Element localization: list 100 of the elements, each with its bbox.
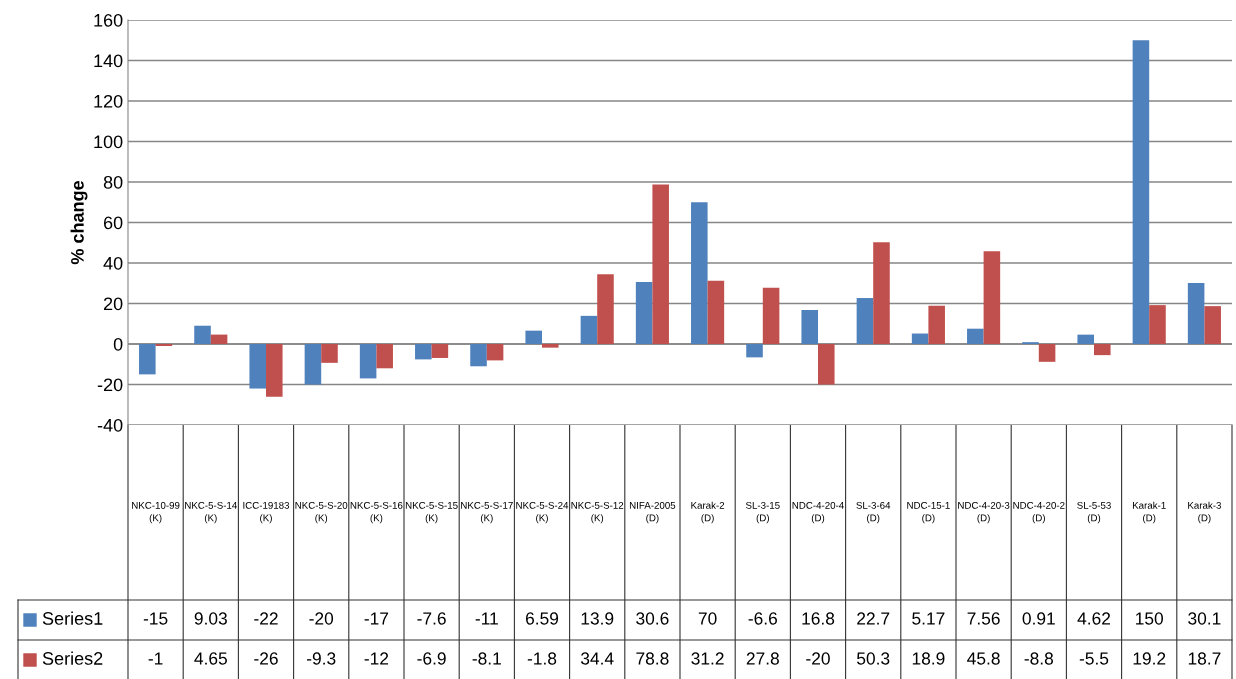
bar bbox=[597, 274, 614, 344]
x-tick-label: NKC-5-S-14 (K) bbox=[185, 501, 237, 524]
x-tick-label: ICC-19183 (K) bbox=[243, 501, 290, 524]
bar bbox=[249, 344, 266, 389]
y-tick-label: 20 bbox=[103, 297, 123, 311]
bar bbox=[415, 344, 432, 360]
data-label: 22.7 bbox=[857, 612, 890, 625]
y-tick-label: 40 bbox=[103, 256, 123, 270]
data-label: -1.8 bbox=[527, 652, 557, 665]
data-label: -6.6 bbox=[748, 612, 777, 625]
data-label: -22 bbox=[254, 612, 278, 625]
x-tick-label: NKC-5-S-12 (K) bbox=[571, 501, 624, 524]
bar bbox=[155, 344, 173, 347]
x-tick-label: Karak-3 (D) bbox=[1188, 501, 1221, 524]
data-label: -5.5 bbox=[1079, 652, 1109, 665]
bar bbox=[983, 251, 1001, 344]
bar bbox=[1149, 305, 1166, 344]
x-tick-label: NKC-5-S-24 (K) bbox=[516, 501, 569, 524]
bar bbox=[376, 344, 393, 369]
data-label: -20 bbox=[806, 652, 830, 665]
bar bbox=[1038, 344, 1056, 362]
data-label: 150 bbox=[1136, 612, 1164, 625]
bar bbox=[470, 344, 487, 367]
bar bbox=[139, 344, 156, 375]
x-tick-label: NKC-5-S-15 (K) bbox=[405, 501, 458, 524]
data-label: -7.6 bbox=[417, 612, 446, 625]
data-label: -9.3 bbox=[307, 652, 336, 665]
y-tick-label: -40 bbox=[97, 418, 123, 432]
data-label: 45.8 bbox=[967, 652, 1000, 665]
bar bbox=[707, 280, 725, 344]
bar bbox=[266, 344, 283, 397]
bar bbox=[194, 325, 211, 344]
bar bbox=[525, 330, 542, 344]
x-tick-label: NKC-5-S-17 (K) bbox=[461, 501, 513, 524]
bar bbox=[1094, 344, 1111, 356]
data-label: 31.2 bbox=[691, 652, 724, 665]
data-label: 30.1 bbox=[1188, 612, 1221, 625]
data-label: -26 bbox=[254, 652, 278, 665]
bar bbox=[818, 344, 835, 385]
bar bbox=[1077, 334, 1094, 344]
y-tick-label: -20 bbox=[97, 378, 123, 392]
data-label: 7.56 bbox=[967, 612, 1000, 625]
x-tick-label: Karak-1 (D) bbox=[1132, 501, 1166, 524]
data-label: 30.6 bbox=[636, 612, 669, 625]
y-tick-label: 140 bbox=[94, 54, 123, 68]
y-tick-label: 160 bbox=[94, 13, 123, 27]
data-label: 13.9 bbox=[581, 612, 614, 625]
bar bbox=[1132, 40, 1150, 344]
data-label: 70 bbox=[698, 612, 717, 625]
data-label: 34.4 bbox=[580, 652, 614, 665]
data-label: 9.03 bbox=[194, 612, 227, 625]
x-tick-label: NKC-5-S-20 (K) bbox=[295, 501, 348, 524]
bar bbox=[928, 305, 945, 344]
bar bbox=[580, 315, 598, 344]
bar bbox=[359, 344, 377, 379]
bar bbox=[873, 242, 890, 344]
bar bbox=[486, 344, 504, 361]
data-label: -20 bbox=[309, 612, 334, 625]
data-label: 0.91 bbox=[1022, 612, 1055, 625]
data-label: 18.7 bbox=[1188, 652, 1221, 665]
x-tick-label: NKC-10-99 (K) bbox=[132, 501, 180, 524]
data-label: -12 bbox=[364, 652, 389, 665]
data-label: -17 bbox=[364, 612, 389, 625]
data-label: -11 bbox=[475, 612, 498, 625]
bar bbox=[321, 344, 338, 363]
data-label: 27.8 bbox=[746, 652, 779, 665]
data-label: 78.8 bbox=[636, 652, 669, 665]
data-label: 16.8 bbox=[802, 612, 835, 625]
data-label: 4.62 bbox=[1077, 612, 1111, 625]
data-label: -15 bbox=[143, 612, 168, 625]
y-axis-title: % change bbox=[70, 180, 88, 265]
x-tick-label: SL-5-53 (D) bbox=[1077, 501, 1111, 524]
bar bbox=[856, 298, 874, 344]
bar bbox=[801, 309, 818, 344]
bar bbox=[542, 344, 559, 348]
data-label: -1 bbox=[148, 652, 163, 665]
bar bbox=[431, 344, 449, 358]
data-label: -6.9 bbox=[417, 652, 446, 665]
bar bbox=[652, 184, 669, 344]
bar bbox=[1204, 306, 1221, 344]
data-label: 18.9 bbox=[912, 652, 945, 665]
bar bbox=[746, 344, 763, 358]
legend-label: Series1 bbox=[42, 611, 103, 625]
bar bbox=[1187, 283, 1205, 344]
bar bbox=[762, 287, 780, 344]
bar bbox=[304, 344, 322, 385]
data-label: 50.3 bbox=[857, 652, 890, 665]
y-tick-label: 0 bbox=[113, 337, 123, 351]
y-tick-label: 120 bbox=[94, 94, 123, 108]
data-label: -8.8 bbox=[1024, 652, 1053, 665]
x-tick-label: NKC-5-S-16 (K) bbox=[350, 501, 403, 524]
x-tick-label: NDC-15-1 (D) bbox=[907, 501, 950, 524]
bar bbox=[635, 282, 653, 344]
y-tick-label: 100 bbox=[94, 135, 123, 149]
bar bbox=[967, 328, 984, 344]
data-label: 6.59 bbox=[525, 612, 559, 625]
x-tick-label: SL-3-64 (D) bbox=[856, 501, 891, 524]
x-tick-label: NIFA-2005 (D) bbox=[629, 501, 676, 524]
x-tick-label: NDC-4-20-2 (D) bbox=[1013, 501, 1065, 524]
data-label: -8.1 bbox=[472, 652, 501, 665]
